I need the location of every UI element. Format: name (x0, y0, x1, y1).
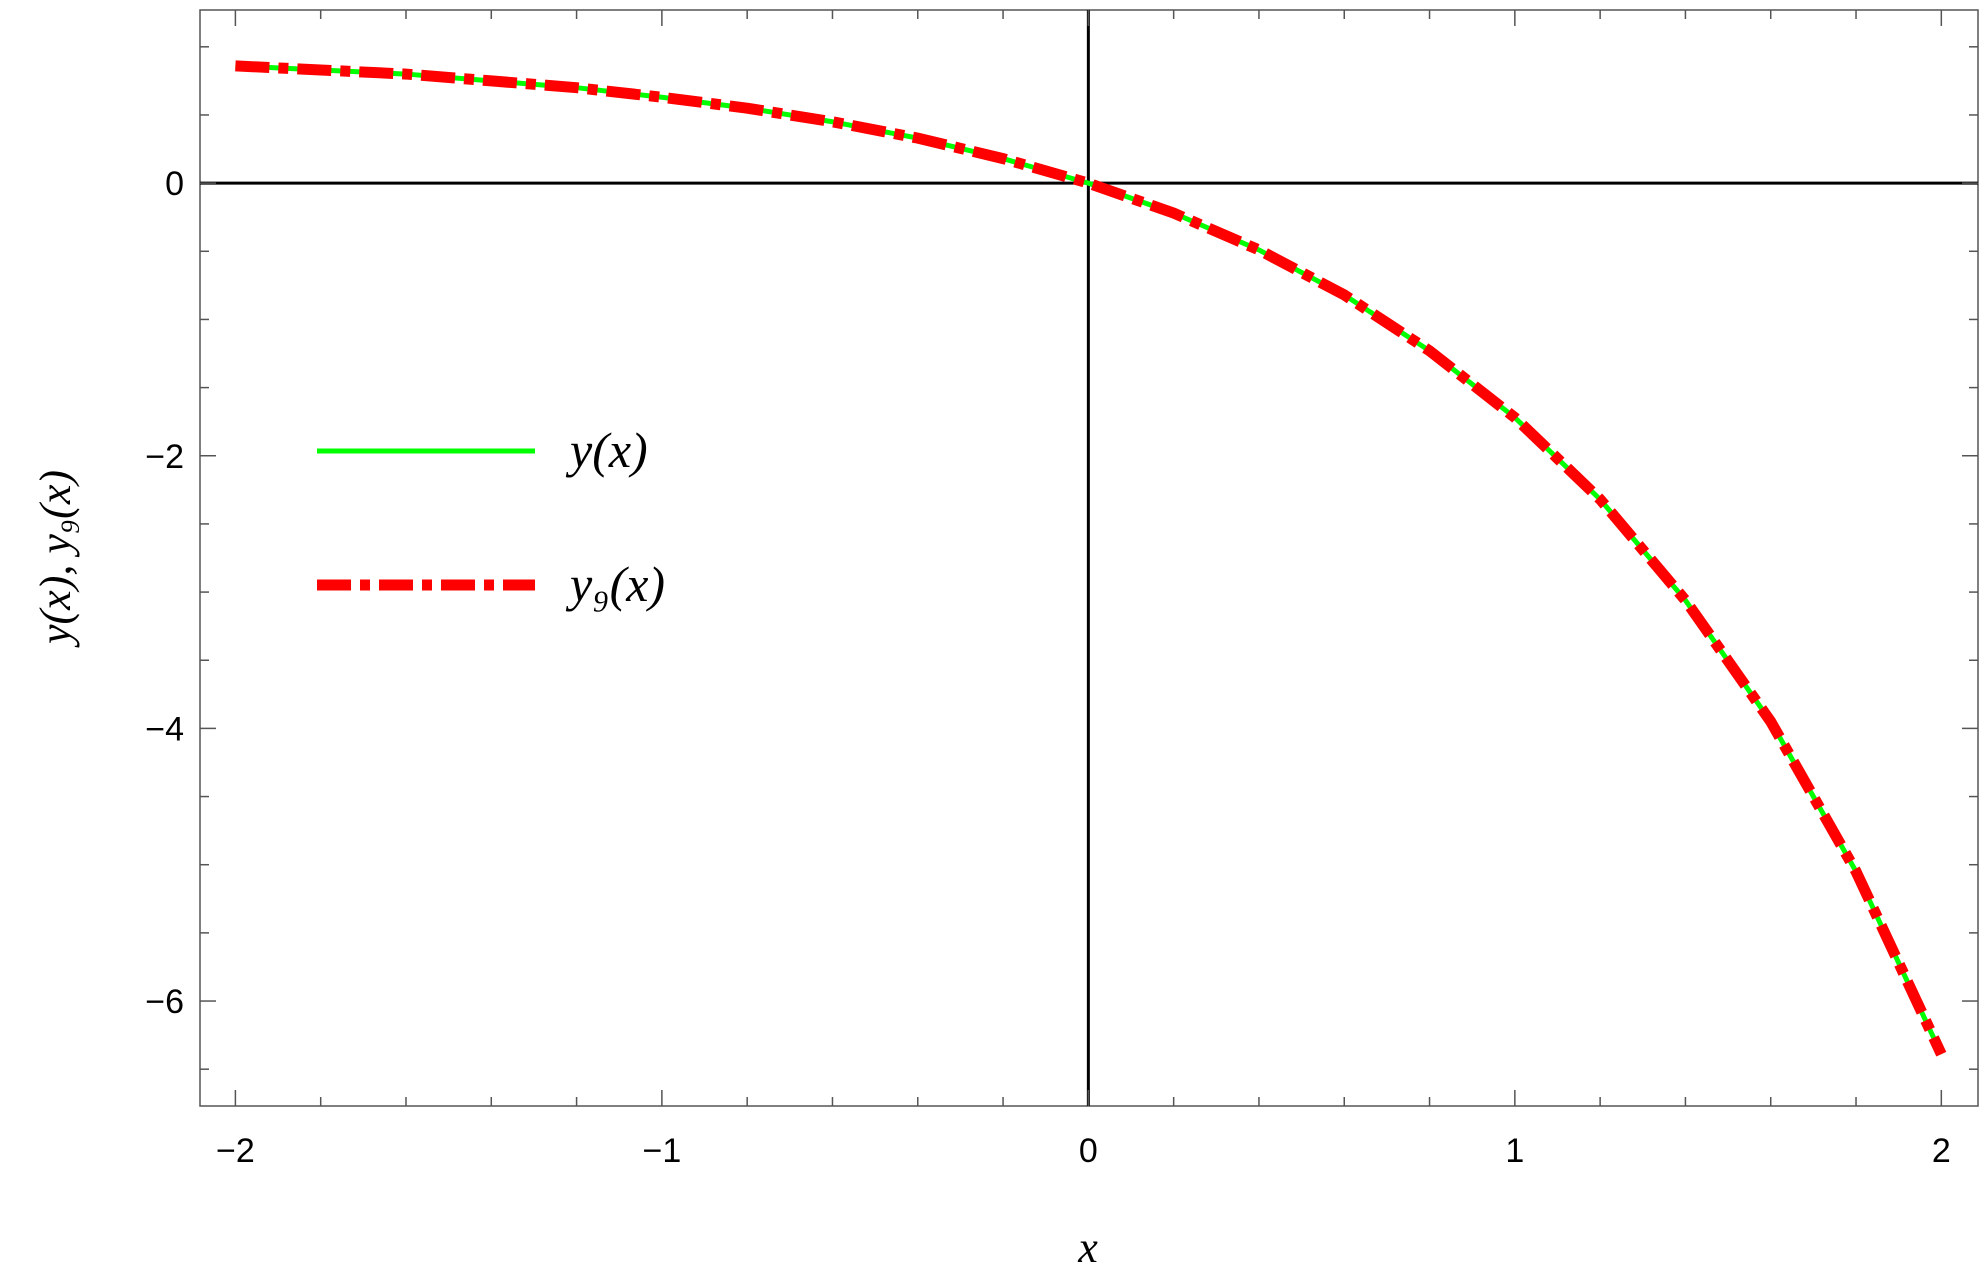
x-tick-label: −1 (642, 1132, 681, 1170)
series-line (235, 60, 1947, 1057)
y-tick-label: −4 (145, 710, 184, 748)
x-tick-label: 0 (1079, 1132, 1098, 1170)
y-tick-label: 0 (165, 165, 184, 203)
y-tick-label: −6 (145, 983, 184, 1021)
x-tick-label: 1 (1505, 1132, 1524, 1170)
y-tick-label: −2 (145, 438, 184, 476)
y-axis-label: y(x), y₉(x) (31, 470, 80, 648)
x-tick-label: −2 (216, 1132, 255, 1170)
x-axis-label: x (1077, 1223, 1098, 1271)
x-tick-label: 2 (1932, 1132, 1951, 1170)
legend-label: y(x) (565, 422, 648, 478)
legend-label: y₉(x) (565, 556, 665, 612)
